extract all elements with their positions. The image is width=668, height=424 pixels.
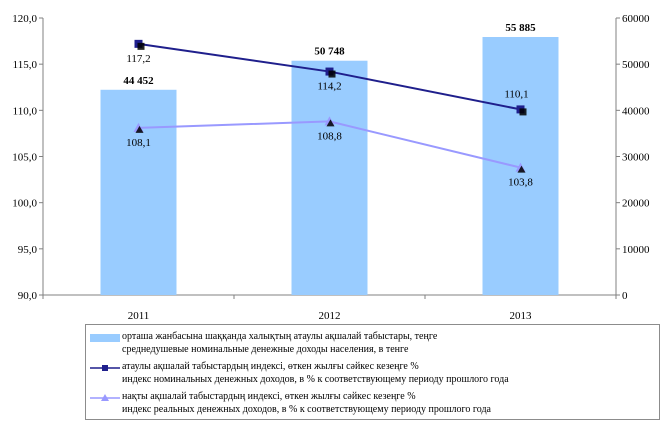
line-data-label: 108,1 (126, 137, 151, 149)
y-tick-label-right: 30000 (622, 152, 650, 164)
legend-text-bars-ru: среднедушевые номинальные денежные доход… (122, 344, 409, 355)
legend-key-real (90, 392, 120, 404)
series-point-shadow (519, 108, 527, 116)
y-tick-label-right: 60000 (622, 13, 650, 25)
legend-key-nominal (90, 362, 120, 374)
line-series (133, 39, 527, 173)
line-data-label: 114,2 (317, 81, 341, 93)
legend-key-bars (90, 332, 120, 344)
chart: 90,0 95,0 100,0 105,0 110,0 115,0 120,0 0 10000 2… (12, 13, 650, 322)
line-data-label: 103,8 (508, 177, 533, 189)
y-tick-label-right: 0 (622, 290, 628, 302)
legend-text-real-ru: индекс реальных денежных доходов, в % к … (122, 404, 491, 415)
data-labels: 44 452 50 748 55 885 117,2 114,2 110,1 108,1 10… (123, 22, 536, 189)
bar (100, 89, 177, 295)
y-tick-label-left: 115,0 (13, 59, 38, 71)
y-tick-label-left: 120,0 (12, 13, 37, 25)
bar-data-label: 44 452 (123, 75, 154, 87)
series-point-shadow (328, 70, 336, 78)
line-data-label: 108,8 (317, 130, 342, 142)
bar-data-label: 55 885 (505, 22, 536, 34)
legend-text-nominal-ru: индекс номинальных денежных доходов, в %… (122, 374, 509, 385)
y-tick-label-right: 10000 (622, 244, 650, 256)
x-tick-label: 2012 (319, 310, 341, 322)
series-point-shadow (135, 125, 144, 133)
y-tick-label-right: 40000 (622, 105, 650, 117)
legend: орташа жанбасына шаққанда халықтың атаул… (85, 324, 660, 420)
y-tick-label-left: 95,0 (18, 244, 38, 256)
line-data-label: 117,2 (126, 53, 150, 65)
legend-text-real-kk: нақты ақшалай табыстардың индексі, өткен… (122, 391, 416, 402)
x-tick-label: 2013 (510, 310, 533, 322)
x-tick-label: 2011 (128, 310, 150, 322)
legend-text-bars-kk: орташа жанбасына шаққанда халықтың атаул… (122, 331, 438, 342)
line-data-label: 110,1 (504, 88, 528, 100)
series-point-shadow (326, 119, 335, 127)
y-tick-label-left: 110,0 (13, 105, 38, 117)
y-tick-label-right: 50000 (622, 59, 650, 71)
y-tick-label-left: 100,0 (12, 198, 37, 210)
legend-text-nominal-kk: атаулы ақшалай табыстардың индексі, өтке… (122, 361, 419, 372)
y-tick-label-right: 20000 (622, 198, 650, 210)
series-point-shadow (137, 42, 145, 50)
bar (291, 60, 368, 295)
y-tick-label-left: 105,0 (12, 152, 37, 164)
chart-axes: 90,0 95,0 100,0 105,0 110,0 115,0 120,0 0 10000 2… (12, 13, 650, 322)
series-point-shadow (517, 165, 526, 173)
bar-data-label: 50 748 (314, 46, 345, 58)
y-tick-label-left: 90,0 (18, 290, 38, 302)
